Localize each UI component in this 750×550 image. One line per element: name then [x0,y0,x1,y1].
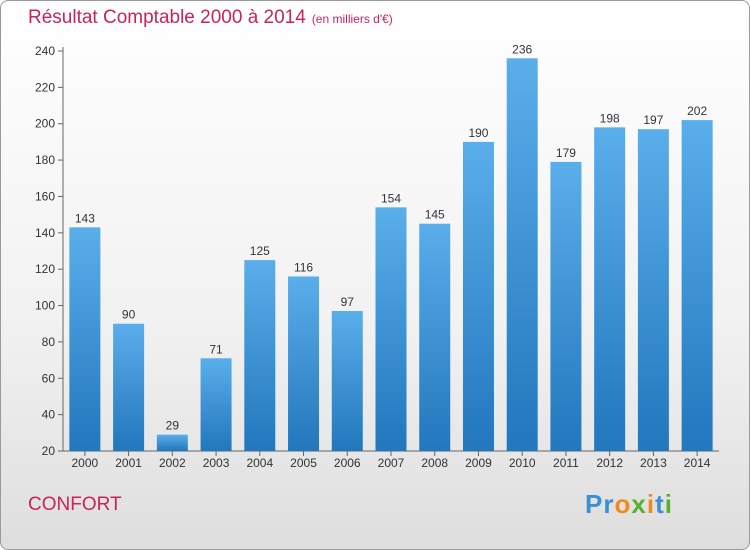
x-tick-label: 2007 [378,456,405,470]
x-tick-label: 2014 [684,456,711,470]
x-tick-label: 2003 [203,456,230,470]
chart-title: Résultat Comptable 2000 à 2014 (en millie… [28,7,393,29]
bar-series [69,58,713,451]
bar [637,129,669,451]
x-tick-label: 2009 [465,456,492,470]
bar [506,58,538,451]
bar [288,276,320,451]
logo-letter: o [614,489,632,519]
bar [156,434,188,451]
data-label: 179 [556,146,576,160]
x-tick-label: 2004 [246,456,273,470]
x-tick-label: 2010 [509,456,536,470]
x-tick-label: 2013 [640,456,667,470]
y-tick-label: 180 [35,153,55,167]
bar [550,161,582,451]
logo-letter: x [631,489,647,519]
bar [113,323,145,451]
chart-axes: 20 40 60 80 100 120 140 160 180 200 220 240 2000 2001… [35,44,719,470]
x-tick-label: 2012 [596,456,623,470]
bar [244,260,276,451]
y-tick-label: 220 [35,80,55,94]
bar [69,227,101,451]
bar [375,207,407,451]
data-label: 116 [294,260,313,274]
logo-letter: i [664,489,673,519]
y-tick-label: 240 [35,44,55,58]
logo-letter: i [646,489,656,519]
y-tick-label: 60 [42,371,56,385]
y-tick-label: 160 [35,189,55,203]
data-label: 71 [209,342,223,356]
bar [462,141,494,451]
y-tick-label: 120 [35,262,55,276]
data-label: 125 [250,244,270,258]
bar [419,223,451,451]
y-tick-label: 140 [35,226,55,240]
x-tick-label: 2000 [72,456,99,470]
data-labels: 143 90 29 71 125 116 97 154 145 190 236 179 198 197 20… [75,42,708,432]
proxiti-logo: Proxiti [585,489,673,520]
x-tick-label: 2006 [334,456,361,470]
data-label: 90 [122,308,136,322]
x-tick-label: 2011 [553,456,579,470]
bar [594,127,626,451]
data-label: 190 [468,126,488,140]
data-label: 197 [643,113,663,127]
data-label: 97 [341,295,355,309]
data-label: 202 [687,104,707,118]
data-label: 143 [75,211,95,225]
commune-name: CONFORT [28,494,122,515]
logo-letter: P [585,489,604,519]
x-tick-label: 2002 [159,456,186,470]
bar [331,311,363,451]
y-tick-label: 80 [42,335,56,349]
logo-letter: t [655,489,665,519]
bar [200,358,232,451]
chart-subtitle: (en milliers d'€) [311,12,393,26]
y-tick-label: 100 [35,299,55,313]
x-tick-label: 2001 [115,456,142,470]
x-tick-label: 2005 [290,456,317,470]
y-tick-label: 20 [42,444,56,458]
data-label: 29 [166,419,180,433]
data-label: 198 [600,111,620,125]
data-label: 145 [425,208,445,222]
y-tick-label: 40 [42,408,56,422]
chart-title-text: Résultat Comptable 2000 à 2014 [28,7,306,28]
data-label: 236 [512,42,532,56]
x-tick-label: 2008 [421,456,448,470]
data-label: 154 [381,191,401,205]
bar [681,120,713,451]
y-tick-label: 200 [35,117,55,131]
logo-letter: r [603,489,615,519]
